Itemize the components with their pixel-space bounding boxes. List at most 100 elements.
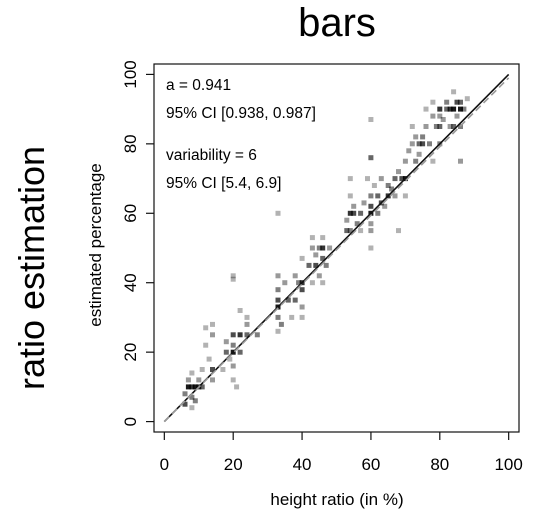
x-axis: 0 20 40 60 80 100: [160, 432, 523, 474]
data-point: [254, 332, 260, 338]
data-point: [392, 193, 398, 199]
data-point: [396, 169, 401, 175]
data-point: [237, 349, 243, 355]
y-tick-label: 60: [121, 204, 140, 223]
plot-frame: [153, 63, 520, 433]
data-point: [299, 314, 305, 320]
data-point: [368, 193, 374, 199]
x-tick-label: 0: [160, 455, 169, 474]
data-point: [244, 332, 250, 338]
data-point: [382, 203, 388, 209]
data-point: [244, 321, 250, 327]
data-point: [416, 151, 422, 157]
data-point: [289, 314, 295, 320]
data-point: [454, 113, 460, 119]
data-point: [316, 273, 322, 279]
data-point: [210, 377, 215, 383]
data-point: [299, 304, 305, 310]
data-point: [464, 96, 470, 102]
data-point: [182, 401, 188, 407]
data-point: [189, 405, 195, 411]
data-point: [316, 245, 322, 251]
data-point: [189, 370, 195, 376]
data-point: [323, 262, 329, 268]
data-point: [189, 394, 195, 400]
data-point: [196, 377, 202, 383]
y-tick-label: 0: [121, 417, 140, 426]
data-point: [375, 193, 381, 199]
reference-line: [163, 73, 510, 423]
x-tick-label: 40: [293, 455, 312, 474]
data-point: [351, 203, 357, 209]
data-point: [423, 106, 429, 112]
data-point: [368, 228, 374, 234]
x-tick-label: 20: [224, 455, 243, 474]
data-point: [368, 117, 374, 122]
chart-title: bars: [298, 1, 376, 45]
data-point: [358, 210, 364, 216]
y-tick-label: 40: [121, 273, 140, 292]
data-point: [292, 273, 298, 279]
data-point: [354, 221, 360, 227]
annotation-slope-ci: 95% CI [0.938, 0.987]: [166, 105, 316, 122]
data-point: [230, 342, 236, 348]
data-point: [185, 384, 191, 390]
data-point: [275, 210, 281, 216]
data-point: [237, 308, 243, 313]
data-point: [320, 245, 326, 251]
data-point: [347, 176, 353, 182]
data-point: [344, 228, 350, 234]
data-point: [309, 280, 315, 286]
data-point: [437, 124, 443, 129]
data-point: [244, 314, 250, 320]
data-point: [313, 262, 319, 268]
data-point: [368, 155, 374, 161]
data-point: [285, 297, 291, 303]
data-point: [344, 217, 350, 223]
data-point: [444, 99, 450, 105]
data-point: [210, 332, 215, 338]
data-point: [299, 255, 305, 261]
data-point: [458, 158, 463, 164]
data-point: [437, 113, 443, 119]
data-point: [223, 349, 229, 355]
data-point: [185, 377, 191, 383]
data-point: [275, 328, 281, 334]
x-axis-label: height ratio (in %): [270, 490, 403, 509]
data-point: [234, 384, 240, 390]
data-point: [299, 287, 305, 293]
data-point: [368, 203, 374, 209]
data-point: [458, 106, 463, 112]
fit-line: [163, 77, 510, 423]
y-tick-label: 80: [121, 134, 140, 153]
y-axis: 0 20 40 60 80 100: [121, 60, 154, 426]
data-point: [320, 280, 326, 286]
data-point: [365, 176, 370, 182]
data-point: [278, 321, 284, 327]
trend-lines: [163, 73, 510, 423]
data-point: [440, 117, 446, 122]
data-point: [210, 321, 215, 327]
data-point: [309, 245, 315, 251]
data-point: [437, 106, 443, 112]
side-label: ratio estimation: [11, 146, 52, 390]
data-point: [351, 210, 357, 216]
x-tick-label: 100: [494, 455, 522, 474]
data-point: [427, 141, 432, 147]
data-point: [433, 124, 439, 129]
data-point: [430, 113, 436, 119]
data-point: [203, 342, 209, 348]
data-point: [320, 255, 326, 261]
data-point: [320, 235, 326, 241]
data-point: [461, 106, 467, 112]
data-point: [406, 148, 412, 154]
data-point: [275, 297, 281, 303]
annotation-variability-ci: 95% CI [5.4, 6.9]: [166, 175, 281, 192]
data-point: [423, 124, 429, 129]
data-point: [292, 297, 298, 303]
data-point: [454, 99, 460, 105]
data-point: [451, 106, 457, 112]
data-point: [430, 158, 436, 164]
data-point: [375, 210, 381, 216]
data-point: [189, 384, 195, 390]
